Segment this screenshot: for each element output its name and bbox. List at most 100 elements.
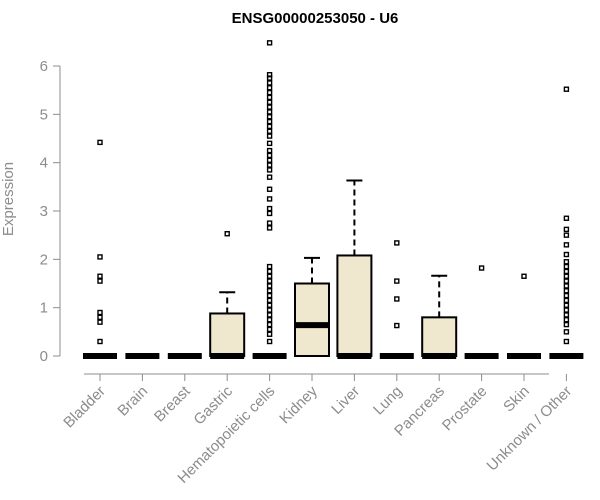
outlier-point [478, 265, 485, 271]
outlier-point [266, 196, 273, 202]
outlier-point [266, 312, 273, 318]
outlier-point [563, 259, 570, 265]
outlier-point [266, 104, 273, 110]
outlier-point [394, 278, 400, 284]
box-group [379, 240, 414, 359]
y-axis-label: Expression [0, 162, 17, 236]
box-iqr [294, 282, 330, 358]
outlier-point [521, 273, 527, 279]
outlier-point [97, 139, 103, 146]
x-tick-label: Lung [370, 383, 406, 419]
outlier-point [394, 296, 400, 302]
x-tick-label: Skin [500, 383, 533, 416]
x-tick-label: Bladder [60, 383, 109, 432]
outlier-point [266, 321, 273, 328]
outlier-point [563, 215, 570, 221]
x-tick-label: Brain [114, 383, 151, 420]
outlier-point [563, 268, 570, 275]
outlier-point [266, 297, 273, 304]
outlier-point [266, 220, 273, 226]
outlier-point [266, 133, 273, 139]
outlier-point [563, 312, 570, 318]
outlier-point [563, 273, 570, 279]
y-tick-label: 6 [40, 58, 48, 75]
y-tick-label: 0 [40, 348, 48, 365]
outlier-point [266, 123, 273, 130]
outlier-point [266, 326, 273, 333]
outlier-point [266, 99, 273, 105]
outlier-point [97, 278, 103, 284]
outlier-point [563, 302, 570, 308]
outlier-point [266, 338, 273, 345]
outlier-point [266, 292, 273, 299]
y-tick-label: 5 [40, 106, 48, 123]
outlier-point [266, 118, 273, 125]
box-group [83, 139, 117, 359]
y-tick-label: 2 [40, 251, 48, 268]
outlier-point [266, 273, 273, 279]
outlier-point [224, 231, 230, 237]
outlier-point [563, 278, 570, 284]
outlier-point [563, 307, 570, 313]
outlier-point [266, 268, 273, 275]
outlier-point [266, 331, 273, 337]
outlier-point [266, 307, 273, 313]
outlier-point [97, 309, 103, 316]
outlier-point [97, 338, 103, 345]
y-tick-label: 3 [40, 203, 48, 220]
box-group [336, 179, 373, 359]
outlier-point [266, 174, 273, 180]
outlier-point [266, 85, 273, 91]
x-tick-label: Liver [328, 383, 363, 418]
outlier-point [266, 162, 273, 168]
outlier-point [97, 254, 103, 260]
outlier-point [563, 338, 570, 345]
x-tick-label: Breast [151, 382, 194, 425]
box-group [464, 265, 499, 359]
outlier-point [97, 273, 103, 279]
outlier-point [563, 251, 570, 258]
outlier-point [563, 242, 570, 248]
outlier-point [266, 288, 273, 294]
outlier-point [266, 302, 273, 308]
outlier-point [266, 283, 273, 289]
y-axis-ticks: 0 1 2 3 4 5 6 [40, 58, 60, 365]
box-group [421, 274, 458, 359]
outlier-point [266, 94, 273, 101]
outlier-point [563, 321, 570, 328]
outlier-point [266, 205, 273, 212]
outlier-point [266, 72, 273, 78]
box-group [507, 273, 541, 359]
outlier-point [563, 263, 570, 270]
outlier-point [394, 240, 400, 246]
outlier-point [563, 232, 570, 238]
outlier-point [563, 226, 570, 233]
outlier-point [563, 297, 570, 304]
outlier-point [266, 263, 273, 270]
outlier-point [266, 225, 273, 231]
box-iqr [421, 316, 458, 357]
box-iqr [209, 312, 246, 358]
outlier-point [563, 86, 570, 92]
outlier-point [266, 210, 273, 217]
outlier-point [266, 278, 273, 284]
y-tick-label: 1 [40, 300, 48, 317]
outlier-point [563, 288, 570, 294]
outlier-point [266, 89, 273, 96]
outlier-point [266, 40, 273, 46]
box-group [549, 86, 584, 359]
outlier-point [563, 292, 570, 299]
outlier-point [97, 319, 103, 325]
outlier-point [266, 109, 273, 115]
box-group [252, 40, 287, 359]
x-tick-label: Kidney [276, 382, 321, 427]
outlier-point [266, 167, 273, 173]
box-group [294, 256, 330, 358]
outlier-point [394, 322, 400, 329]
outlier-point [563, 329, 570, 335]
box-iqr [336, 254, 373, 357]
box-group [209, 231, 246, 359]
outlier-point [563, 283, 570, 289]
